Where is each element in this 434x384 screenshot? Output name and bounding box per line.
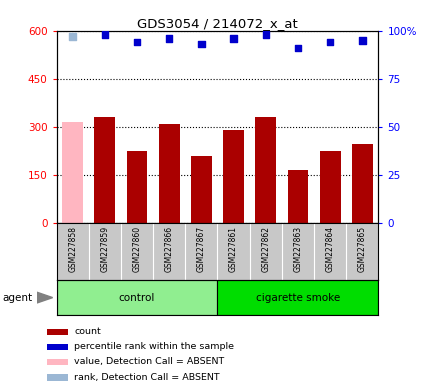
Point xyxy=(326,39,333,45)
Text: rank, Detection Call = ABSENT: rank, Detection Call = ABSENT xyxy=(74,373,219,382)
Text: GSM227862: GSM227862 xyxy=(261,225,270,271)
Bar xyxy=(47,344,68,350)
Bar xyxy=(62,122,83,223)
Bar xyxy=(47,374,68,381)
Bar xyxy=(191,156,211,223)
Bar xyxy=(287,170,308,223)
Text: GSM227863: GSM227863 xyxy=(293,225,302,272)
Bar xyxy=(158,124,179,223)
Text: percentile rank within the sample: percentile rank within the sample xyxy=(74,342,233,351)
Bar xyxy=(217,280,378,315)
Text: control: control xyxy=(118,293,155,303)
Text: GSM227858: GSM227858 xyxy=(68,225,77,271)
Bar xyxy=(47,329,68,335)
Text: cigarette smoke: cigarette smoke xyxy=(255,293,339,303)
Text: GSM227865: GSM227865 xyxy=(357,225,366,272)
Text: GSM227859: GSM227859 xyxy=(100,225,109,272)
Text: GSM227864: GSM227864 xyxy=(325,225,334,272)
Point xyxy=(358,37,365,43)
Bar xyxy=(47,359,68,365)
Point xyxy=(101,31,108,38)
Title: GDS3054 / 214072_x_at: GDS3054 / 214072_x_at xyxy=(137,17,297,30)
Text: GSM227861: GSM227861 xyxy=(229,225,237,271)
Text: agent: agent xyxy=(2,293,32,303)
Bar xyxy=(255,117,276,223)
Point xyxy=(133,39,140,45)
Point xyxy=(294,45,301,51)
Point xyxy=(197,41,204,47)
Point xyxy=(165,35,172,41)
Text: GSM227866: GSM227866 xyxy=(164,225,173,272)
Point xyxy=(69,33,76,40)
Bar xyxy=(351,144,372,223)
Bar xyxy=(94,117,115,223)
Bar xyxy=(319,151,340,223)
Point xyxy=(262,31,269,38)
Polygon shape xyxy=(37,292,53,303)
Text: count: count xyxy=(74,327,101,336)
Bar xyxy=(223,130,243,223)
Text: value, Detection Call = ABSENT: value, Detection Call = ABSENT xyxy=(74,357,224,366)
Text: GSM227860: GSM227860 xyxy=(132,225,141,272)
Bar xyxy=(56,280,217,315)
Point xyxy=(230,35,237,41)
Text: GSM227867: GSM227867 xyxy=(197,225,205,272)
Bar xyxy=(126,151,147,223)
